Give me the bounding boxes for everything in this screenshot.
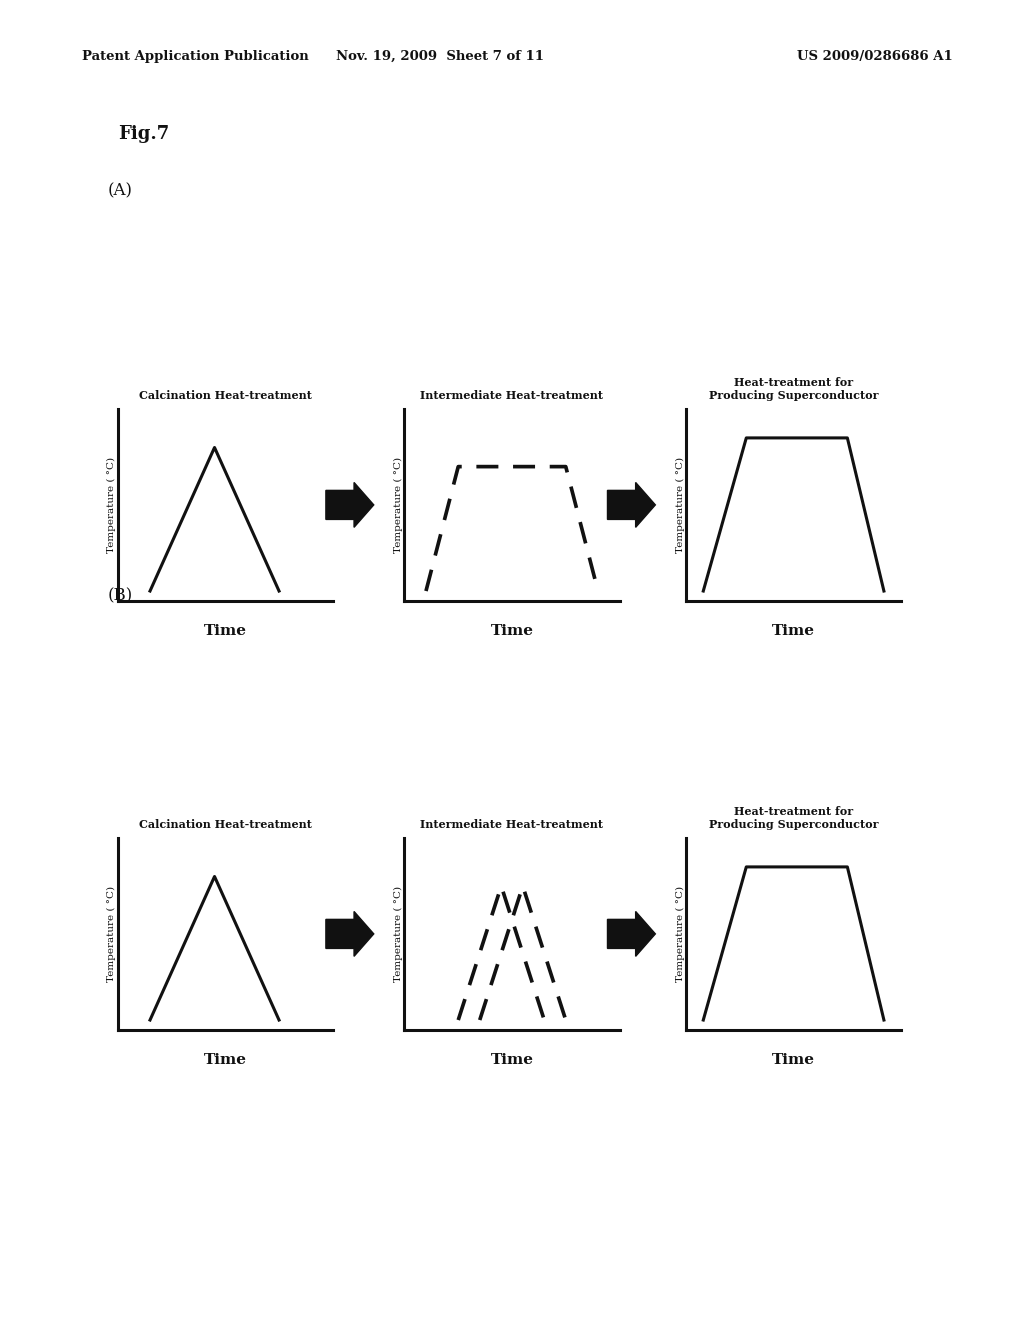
- Text: Fig.7: Fig.7: [118, 125, 169, 144]
- Y-axis label: Temperature ( °C): Temperature ( °C): [676, 886, 685, 982]
- Text: Intermediate Heat-treatment: Intermediate Heat-treatment: [421, 391, 603, 401]
- Text: (B): (B): [108, 587, 133, 605]
- Y-axis label: Temperature ( °C): Temperature ( °C): [108, 886, 117, 982]
- Text: Time: Time: [490, 1053, 534, 1068]
- Y-axis label: Temperature ( °C): Temperature ( °C): [394, 457, 403, 553]
- Text: Intermediate Heat-treatment: Intermediate Heat-treatment: [421, 820, 603, 830]
- Text: Heat-treatment for
Producing Superconductor: Heat-treatment for Producing Superconduc…: [709, 378, 879, 401]
- Y-axis label: Temperature ( °C): Temperature ( °C): [108, 457, 117, 553]
- Text: Patent Application Publication: Patent Application Publication: [82, 50, 308, 63]
- Y-axis label: Temperature ( °C): Temperature ( °C): [676, 457, 685, 553]
- Text: US 2009/0286686 A1: US 2009/0286686 A1: [797, 50, 952, 63]
- FancyArrow shape: [326, 482, 374, 527]
- Text: Calcination Heat-treatment: Calcination Heat-treatment: [139, 820, 311, 830]
- FancyArrow shape: [607, 482, 655, 527]
- FancyArrow shape: [607, 911, 655, 957]
- Text: Time: Time: [772, 1053, 815, 1068]
- FancyArrow shape: [326, 911, 374, 957]
- Text: Time: Time: [490, 624, 534, 639]
- Text: (A): (A): [108, 182, 132, 199]
- Text: Calcination Heat-treatment: Calcination Heat-treatment: [139, 391, 311, 401]
- Text: Nov. 19, 2009  Sheet 7 of 11: Nov. 19, 2009 Sheet 7 of 11: [336, 50, 545, 63]
- Y-axis label: Temperature ( °C): Temperature ( °C): [394, 886, 403, 982]
- Text: Time: Time: [772, 624, 815, 639]
- Text: Heat-treatment for
Producing Superconductor: Heat-treatment for Producing Superconduc…: [709, 807, 879, 830]
- Text: Time: Time: [204, 624, 247, 639]
- Text: Time: Time: [204, 1053, 247, 1068]
